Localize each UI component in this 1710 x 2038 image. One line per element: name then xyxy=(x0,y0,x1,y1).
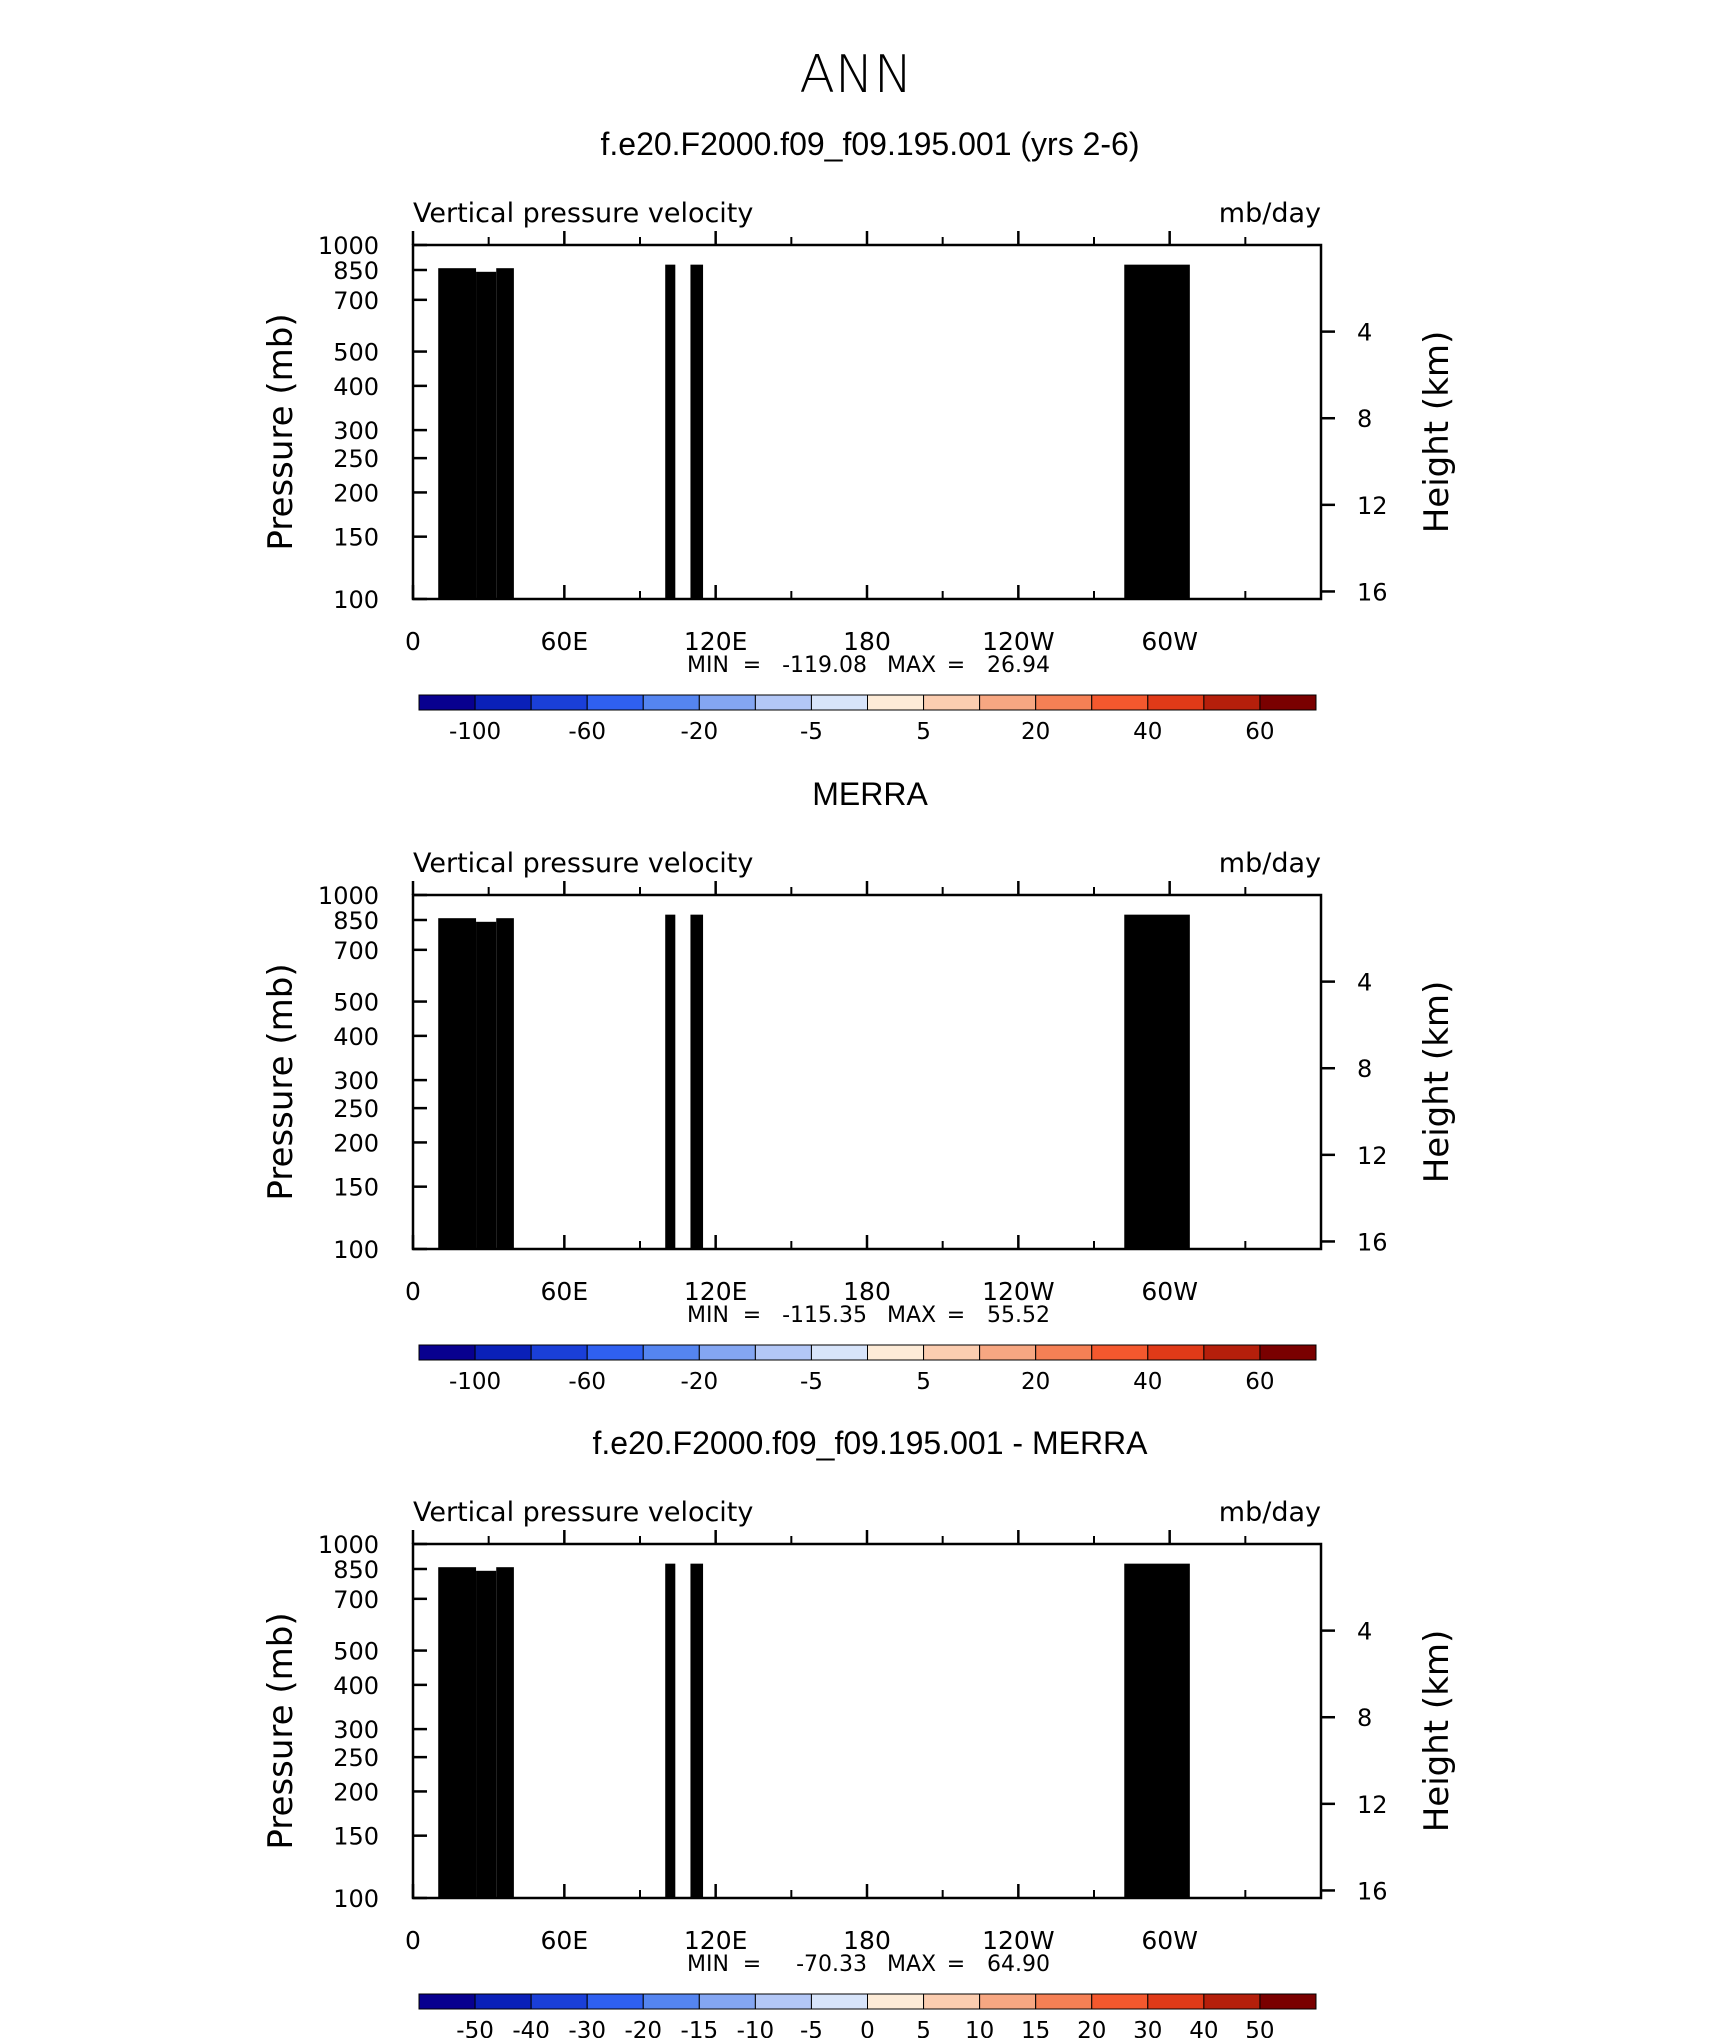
contour-field xyxy=(438,264,1190,599)
panels-group: f.e20.F2000.f09_f09.195.001 (yrs 2-6) Ver… xyxy=(261,126,1457,2038)
panel-title: f.e20.F2000.f09_f09.195.001 (yrs 2-6) xyxy=(600,126,1139,162)
units-label: mb/day xyxy=(1219,198,1321,229)
main-title: ANN xyxy=(799,45,912,105)
left-string: Vertical pressure velocity xyxy=(413,198,753,229)
panel-1: f.e20.F2000.f09_f09.195.001 (yrs 2-6) Ver… xyxy=(261,126,1457,745)
